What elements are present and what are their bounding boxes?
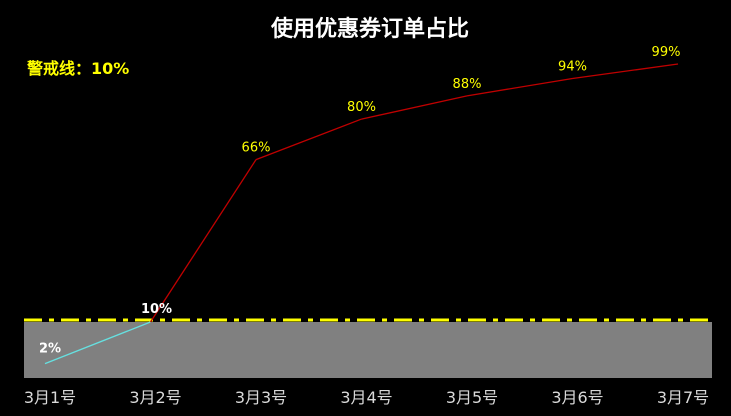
x-tick-label-5: 3月5号 <box>446 388 498 407</box>
x-tick-layer: 3月1号 3月2号 3月3号 3月4号 3月5号 3月6号 3月7号 <box>24 388 709 407</box>
data-label-6: 94% <box>558 59 587 74</box>
chart-title: 使用优惠券订单占比 <box>270 16 469 42</box>
x-tick-label-4: 3月4号 <box>340 388 392 407</box>
series-segment-3 <box>255 118 362 161</box>
x-tick-label-1: 3月1号 <box>24 388 76 407</box>
series-segment-5 <box>466 77 573 97</box>
data-label-5: 88% <box>453 77 482 92</box>
below-threshold-area-layer <box>24 322 712 378</box>
data-label-3: 66% <box>242 141 271 156</box>
x-tick-label-2: 3月2号 <box>129 388 181 407</box>
series-segment-4 <box>361 95 468 120</box>
data-label-7: 99% <box>652 45 681 60</box>
x-tick-label-7: 3月7号 <box>657 388 709 407</box>
series-segment-2 <box>149 159 257 323</box>
data-label-2: 10% <box>141 302 172 317</box>
threshold-annotation: 警戒线：10% <box>26 59 129 78</box>
series-segment-1 <box>44 321 151 365</box>
below-threshold-area <box>24 322 712 378</box>
series-line-layer <box>44 63 679 365</box>
data-label-4: 80% <box>347 100 376 115</box>
x-tick-label-3: 3月3号 <box>235 388 287 407</box>
data-label-layer: 2% 10% 66% 80% 88% 94% 99% <box>39 45 680 357</box>
series-segment-6 <box>572 63 679 80</box>
x-tick-label-6: 3月6号 <box>551 388 603 407</box>
data-label-1: 2% <box>39 342 61 357</box>
